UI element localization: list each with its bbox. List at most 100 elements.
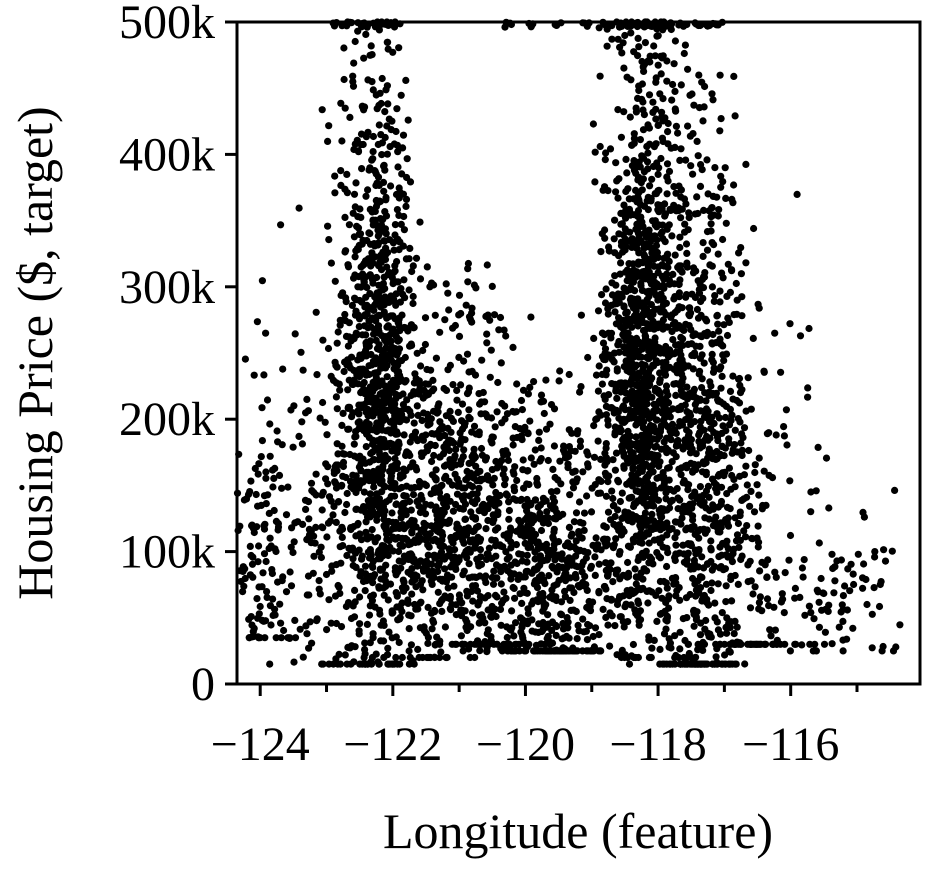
data-point — [395, 438, 403, 446]
data-point — [510, 584, 518, 593]
data-point — [347, 614, 356, 623]
data-point — [755, 599, 764, 607]
data-point — [671, 37, 680, 45]
data-point — [468, 609, 477, 617]
data-point — [409, 292, 417, 301]
data-point — [338, 525, 347, 533]
data-point — [563, 564, 571, 572]
data-point — [427, 560, 436, 568]
data-point — [707, 544, 715, 553]
data-point — [653, 407, 661, 415]
data-point — [353, 370, 361, 379]
data-point — [652, 105, 660, 113]
data-point — [570, 543, 578, 551]
data-point — [365, 611, 374, 619]
data-point — [402, 202, 410, 210]
data-point — [720, 356, 728, 365]
data-point — [476, 467, 484, 475]
data-point — [530, 534, 538, 543]
data-point — [260, 550, 269, 558]
data-point — [663, 160, 672, 168]
data-point — [444, 289, 452, 297]
data-point — [524, 617, 532, 625]
data-point — [649, 435, 658, 443]
data-point — [616, 270, 624, 278]
data-point — [381, 336, 389, 344]
data-point — [600, 331, 608, 339]
data-point — [692, 450, 700, 458]
data-point — [636, 340, 645, 348]
data-point — [381, 407, 389, 415]
data-point — [377, 131, 385, 139]
data-point — [663, 398, 672, 406]
data-point — [725, 464, 734, 472]
data-point — [406, 407, 414, 415]
data-point — [847, 560, 855, 568]
data-point — [730, 441, 738, 449]
data-point — [843, 606, 852, 614]
data-point — [441, 565, 449, 573]
data-point — [654, 121, 663, 129]
data-point — [548, 586, 556, 594]
data-point — [628, 346, 636, 355]
data-point — [589, 541, 597, 550]
data-point — [318, 106, 326, 114]
data-point — [411, 370, 419, 378]
data-point — [502, 594, 510, 602]
data-point — [546, 420, 554, 428]
data-point — [643, 400, 651, 408]
data-point — [634, 176, 642, 184]
data-point — [567, 606, 575, 615]
data-point — [302, 622, 310, 630]
data-point — [602, 411, 611, 419]
data-point — [642, 547, 650, 555]
data-point — [607, 516, 615, 524]
data-point — [709, 358, 718, 367]
data-point — [561, 542, 570, 550]
data-point — [705, 445, 713, 453]
data-point — [733, 623, 741, 631]
data-point — [402, 510, 410, 519]
data-point — [323, 626, 331, 634]
data-point — [540, 602, 548, 610]
data-point — [393, 105, 401, 113]
data-point — [747, 577, 755, 585]
data-point — [290, 538, 298, 546]
data-point — [630, 166, 639, 174]
data-point — [428, 625, 436, 633]
data-point — [394, 534, 402, 542]
data-point — [260, 522, 268, 530]
data-point — [515, 516, 523, 524]
data-point — [657, 308, 665, 316]
data-point — [725, 318, 733, 326]
data-point — [369, 132, 377, 141]
data-point — [368, 361, 376, 369]
data-point — [715, 470, 723, 479]
data-point — [436, 640, 444, 648]
data-point — [709, 96, 717, 104]
data-point — [369, 426, 377, 434]
data-point — [343, 551, 351, 560]
data-point — [378, 216, 386, 224]
data-point — [381, 166, 389, 174]
data-point — [639, 98, 647, 106]
data-point — [324, 519, 333, 527]
data-point — [417, 362, 425, 370]
data-point — [642, 332, 650, 341]
data-point — [362, 273, 370, 281]
data-point — [622, 389, 630, 397]
data-point — [737, 270, 746, 278]
data-point — [483, 261, 491, 269]
data-point — [465, 560, 473, 568]
data-point — [363, 310, 371, 318]
data-point — [400, 276, 408, 284]
data-point — [503, 491, 511, 499]
data-point — [525, 480, 533, 489]
data-point — [664, 263, 672, 272]
data-point — [700, 498, 708, 506]
data-point — [569, 478, 577, 486]
data-point — [528, 600, 536, 608]
data-point — [703, 246, 712, 254]
data-point — [612, 387, 620, 395]
